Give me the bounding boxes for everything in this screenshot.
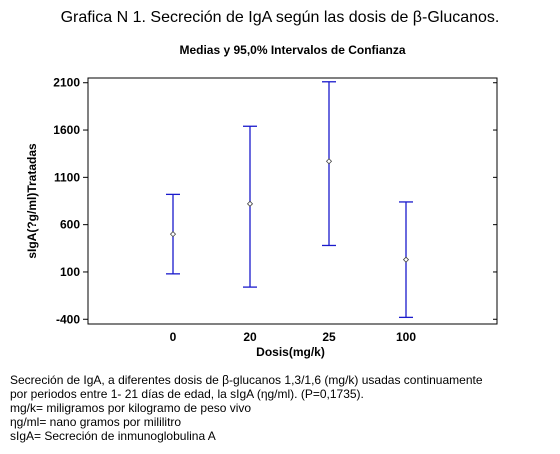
x-tick-label: 100	[396, 330, 416, 344]
mean-marker	[169, 231, 177, 238]
x-tick-label: 25	[322, 330, 336, 344]
y-tick-label: -400	[56, 312, 80, 326]
mean-marker	[325, 158, 333, 165]
mean-marker	[246, 200, 254, 207]
x-tick-label: 0	[170, 330, 177, 344]
figure-title: Grafica N 1. Secreción de IgA según las …	[60, 9, 500, 26]
y-tick-label: 600	[60, 218, 80, 232]
mean-marker	[402, 256, 410, 263]
caption-line: Secreción de IgA, a diferentes dosis de …	[10, 373, 483, 387]
interval-chart: Medias y 95,0% Intervalos de Confianza -4…	[25, 43, 498, 359]
caption-line: mg/k= miligramos por kilogramo de peso v…	[10, 401, 252, 415]
chart-title: Medias y 95,0% Intervalos de Confianza	[179, 43, 405, 57]
y-axis-label: sIgA(?g/ml)Tratadas	[25, 143, 39, 259]
x-tick-label: 20	[243, 330, 257, 344]
y-tick-label: 1600	[53, 123, 80, 137]
y-tick-label: 100	[60, 265, 80, 279]
caption-line: por periodos entre 1- 21 días de edad, l…	[10, 387, 364, 401]
y-tick-label: 2100	[53, 76, 80, 90]
caption-line: sIgA= Secreción de inmunoglobulina A	[10, 429, 216, 443]
x-axis-label: Dosis(mg/k)	[256, 345, 325, 359]
y-tick-label: 1100	[54, 170, 80, 184]
figure-caption: Secreción de IgA, a diferentes dosis de …	[10, 373, 555, 443]
caption-line: ηg/ml= nano gramos por mililitro	[10, 415, 182, 429]
plot-frame	[87, 77, 498, 325]
